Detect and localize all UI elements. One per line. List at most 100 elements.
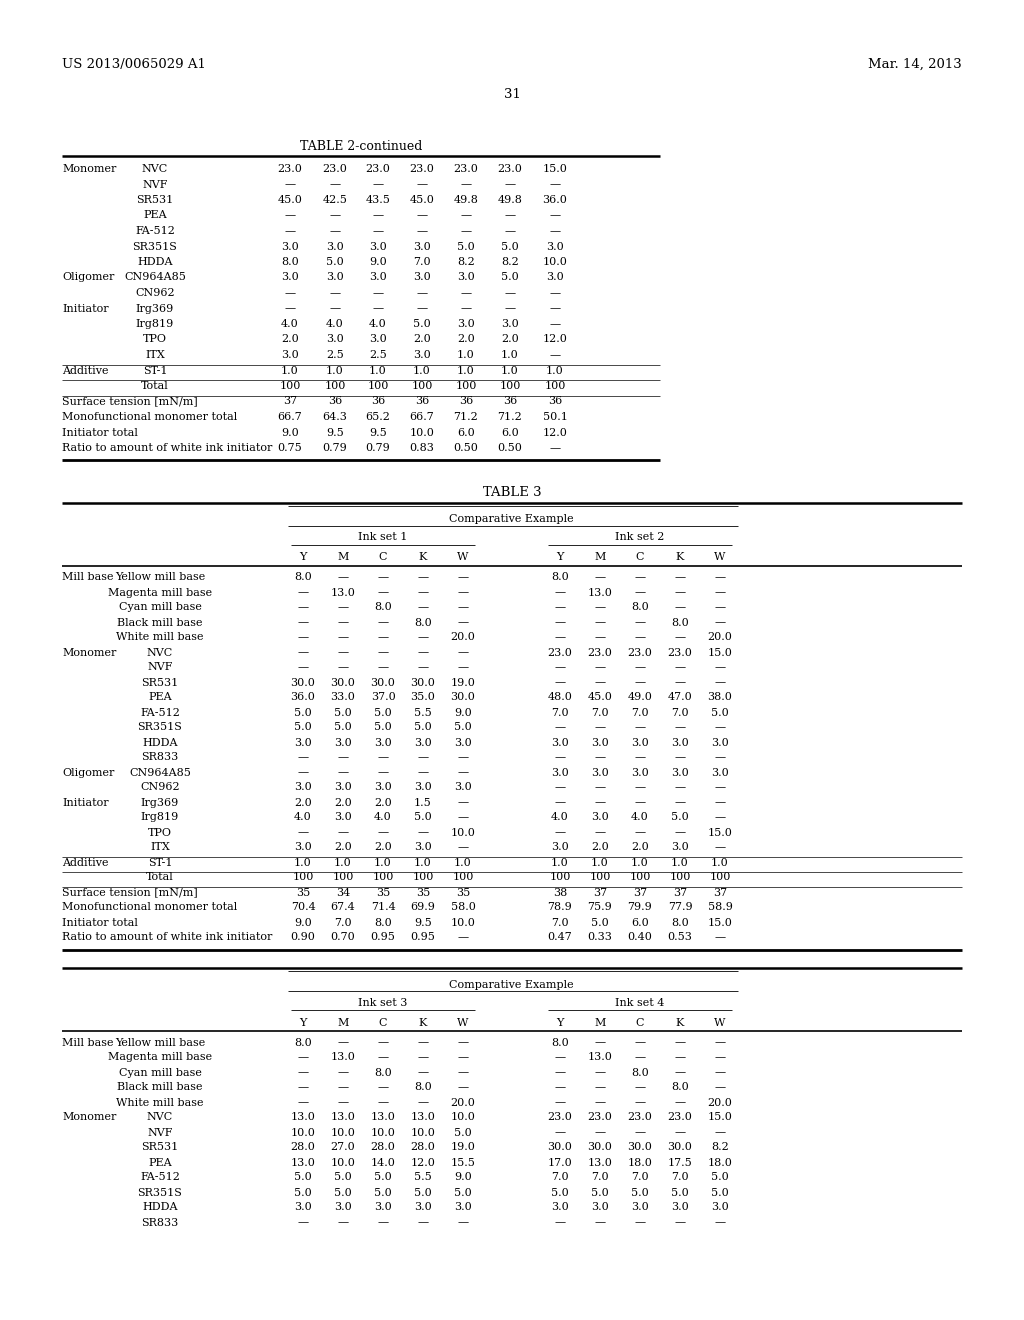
Text: 13.0: 13.0 <box>588 1052 612 1063</box>
Text: —: — <box>675 783 685 792</box>
Text: —: — <box>461 226 472 236</box>
Text: —: — <box>458 752 469 763</box>
Text: —: — <box>715 1217 726 1228</box>
Text: 5.0: 5.0 <box>294 708 312 718</box>
Text: Monomer: Monomer <box>62 648 117 657</box>
Text: 3.0: 3.0 <box>294 783 312 792</box>
Text: Oligomer: Oligomer <box>62 272 115 282</box>
Text: —: — <box>285 210 296 220</box>
Text: —: — <box>458 573 469 582</box>
Text: 1.0: 1.0 <box>457 366 475 375</box>
Text: 1.0: 1.0 <box>326 366 344 375</box>
Text: 5.0: 5.0 <box>294 722 312 733</box>
Text: 2.0: 2.0 <box>334 797 352 808</box>
Text: 12.0: 12.0 <box>543 428 567 437</box>
Text: 2.5: 2.5 <box>369 350 387 360</box>
Text: PEA: PEA <box>148 693 172 702</box>
Text: 5.0: 5.0 <box>414 813 432 822</box>
Text: NVF: NVF <box>147 1127 173 1138</box>
Text: 3.0: 3.0 <box>671 738 689 747</box>
Text: Cyan mill base: Cyan mill base <box>119 602 202 612</box>
Text: —: — <box>461 288 472 298</box>
Text: 17.0: 17.0 <box>548 1158 572 1167</box>
Text: —: — <box>675 602 685 612</box>
Text: 23.0: 23.0 <box>548 1113 572 1122</box>
Text: 9.5: 9.5 <box>326 428 344 437</box>
Text: 3.0: 3.0 <box>551 767 569 777</box>
Text: 9.0: 9.0 <box>454 708 472 718</box>
Text: 0.83: 0.83 <box>410 444 434 453</box>
Text: PEA: PEA <box>143 210 167 220</box>
Text: —: — <box>595 1068 605 1077</box>
Text: Monofunctional monomer total: Monofunctional monomer total <box>62 412 238 422</box>
Text: —: — <box>595 828 605 837</box>
Text: —: — <box>595 1082 605 1093</box>
Text: 30.0: 30.0 <box>668 1143 692 1152</box>
Text: 3.0: 3.0 <box>334 1203 352 1213</box>
Text: 20.0: 20.0 <box>708 632 732 643</box>
Text: 7.0: 7.0 <box>631 708 649 718</box>
Text: —: — <box>715 722 726 733</box>
Text: —: — <box>338 618 348 627</box>
Text: Black mill base: Black mill base <box>118 1082 203 1093</box>
Text: 0.47: 0.47 <box>548 932 572 942</box>
Text: 0.90: 0.90 <box>291 932 315 942</box>
Text: —: — <box>550 350 560 360</box>
Text: 7.0: 7.0 <box>551 708 568 718</box>
Text: 30.0: 30.0 <box>451 693 475 702</box>
Text: 78.9: 78.9 <box>548 903 572 912</box>
Text: 70.4: 70.4 <box>291 903 315 912</box>
Text: 37: 37 <box>633 887 647 898</box>
Text: CN962: CN962 <box>135 288 175 298</box>
Text: 3.0: 3.0 <box>591 813 609 822</box>
Text: —: — <box>595 722 605 733</box>
Text: 8.0: 8.0 <box>374 602 392 612</box>
Text: 100: 100 <box>413 873 434 883</box>
Text: Monofunctional monomer total: Monofunctional monomer total <box>62 903 238 912</box>
Text: 2.0: 2.0 <box>457 334 475 345</box>
Text: —: — <box>297 663 308 672</box>
Text: 100: 100 <box>453 873 474 883</box>
Text: 23.0: 23.0 <box>454 164 478 174</box>
Text: 49.8: 49.8 <box>454 195 478 205</box>
Text: NVC: NVC <box>146 1113 173 1122</box>
Text: 7.0: 7.0 <box>631 1172 649 1183</box>
Text: 3.0: 3.0 <box>591 1203 609 1213</box>
Text: —: — <box>330 226 341 236</box>
Text: CN964A85: CN964A85 <box>124 272 186 282</box>
Text: 5.0: 5.0 <box>631 1188 649 1197</box>
Text: 1.0: 1.0 <box>711 858 729 867</box>
Text: —: — <box>715 797 726 808</box>
Text: 9.5: 9.5 <box>369 428 387 437</box>
Text: 23.0: 23.0 <box>498 164 522 174</box>
Text: 4.0: 4.0 <box>551 813 569 822</box>
Text: SR833: SR833 <box>141 752 178 763</box>
Text: 1.5: 1.5 <box>414 797 432 808</box>
Text: 8.0: 8.0 <box>631 602 649 612</box>
Text: 23.0: 23.0 <box>628 1113 652 1122</box>
Text: 36: 36 <box>503 396 517 407</box>
Text: —: — <box>715 842 726 853</box>
Text: SR531: SR531 <box>141 677 178 688</box>
Text: —: — <box>418 1038 429 1048</box>
Text: 28.0: 28.0 <box>291 1143 315 1152</box>
Text: 3.0: 3.0 <box>282 350 299 360</box>
Text: 2.0: 2.0 <box>413 334 431 345</box>
Text: 3.0: 3.0 <box>369 334 387 345</box>
Text: 3.0: 3.0 <box>671 842 689 853</box>
Text: 2.0: 2.0 <box>374 842 392 853</box>
Text: 5.0: 5.0 <box>374 1172 392 1183</box>
Text: —: — <box>338 1068 348 1077</box>
Text: 100: 100 <box>280 381 301 391</box>
Text: 8.0: 8.0 <box>374 917 392 928</box>
Text: —: — <box>595 573 605 582</box>
Text: —: — <box>418 602 429 612</box>
Text: 42.5: 42.5 <box>323 195 347 205</box>
Text: —: — <box>461 304 472 314</box>
Text: 0.79: 0.79 <box>323 444 347 453</box>
Text: Total: Total <box>141 381 169 391</box>
Text: —: — <box>675 1038 685 1048</box>
Text: 1.0: 1.0 <box>413 366 431 375</box>
Text: 1.0: 1.0 <box>501 350 519 360</box>
Text: 3.0: 3.0 <box>413 272 431 282</box>
